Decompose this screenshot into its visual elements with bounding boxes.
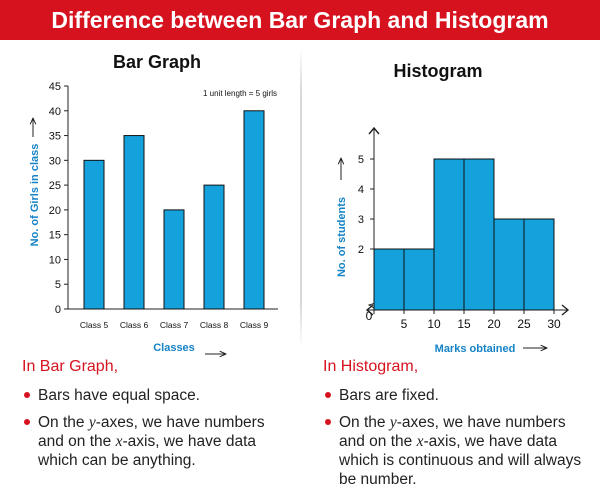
histogram-bar bbox=[433, 158, 465, 311]
bar-graph-bar bbox=[203, 184, 225, 310]
histogram-x-tick-label: 15 bbox=[457, 317, 471, 331]
bar-graph-bar bbox=[123, 135, 145, 310]
bar-graph-summary-list: Bars have equal space. On the y-axes, we… bbox=[22, 386, 284, 478]
histogram-x-tick-label: 25 bbox=[517, 317, 531, 331]
histogram-summary-list: Bars are fixed. On the y-axes, we have n… bbox=[323, 386, 593, 497]
histogram-y-ticks: 2 3 4 5 bbox=[358, 154, 374, 256]
bar-graph-y-tick-label: 5 bbox=[55, 279, 61, 291]
histogram-bar bbox=[463, 158, 495, 311]
histogram-bar bbox=[373, 248, 405, 311]
histogram-y-tick-label: 5 bbox=[358, 154, 364, 166]
page-title: Difference between Bar Graph and Histogr… bbox=[51, 7, 549, 33]
bar-graph-y-tick-label: 45 bbox=[49, 81, 61, 93]
bar-graph-annotation: 1 unit length = 5 girls bbox=[203, 89, 277, 98]
charts-area: Bar Graph 1 unit length = 5 girls 0 5 10 15… bbox=[29, 52, 570, 360]
histogram-x-tick-label: 30 bbox=[547, 317, 561, 331]
bar-graph-x-label: Classes bbox=[153, 342, 195, 354]
histogram-y-axis-arrow bbox=[368, 126, 380, 135]
bar-graph-y-ticks: 0 5 10 15 20 25 30 35 40 45 bbox=[49, 81, 68, 316]
histogram-x-axis-left-arrow bbox=[365, 304, 374, 316]
bar-graph-bar bbox=[243, 110, 265, 310]
histogram-bar bbox=[493, 218, 525, 311]
center-divider bbox=[300, 48, 302, 348]
bar-graph-x-tick-label: Class 6 bbox=[120, 320, 149, 330]
bar-graph-y-label: No. of Girls in class bbox=[29, 144, 41, 247]
histogram-x-axis-right-arrow bbox=[561, 304, 570, 316]
bar-graph-y-tick-label: 20 bbox=[49, 205, 61, 217]
histogram-x-ticks: 0 5 10 15 20 25 30 bbox=[366, 309, 561, 331]
bar-graph-summary-heading: In Bar Graph, bbox=[22, 358, 119, 375]
histogram-bars bbox=[373, 158, 555, 311]
list-item: On the y-axes, we have numbers and on th… bbox=[323, 413, 593, 489]
histogram-y-tick-label: 3 bbox=[358, 214, 364, 226]
bar-graph-bars bbox=[83, 110, 265, 310]
histogram-x-tick-label: 5 bbox=[401, 317, 408, 331]
bar-graph-x-tick-label: Class 8 bbox=[200, 320, 229, 330]
bar-graph-x-tick-label: Class 5 bbox=[80, 320, 109, 330]
list-item: Bars have equal space. bbox=[22, 386, 284, 405]
bar-graph-y-tick-label: 0 bbox=[55, 304, 61, 316]
histogram-x-tick-label: 20 bbox=[487, 317, 501, 331]
histogram-title: Histogram bbox=[393, 61, 482, 81]
histogram-y-tick-label: 2 bbox=[358, 244, 364, 256]
histogram-x-tick-label: 10 bbox=[427, 317, 441, 331]
bar-graph-y-tick-label: 35 bbox=[49, 131, 61, 143]
histogram-y-tick-label: 4 bbox=[358, 184, 364, 196]
bar-graph-y-tick-label: 40 bbox=[49, 106, 61, 118]
bar-graph-x-tick-label: Class 9 bbox=[240, 320, 269, 330]
histogram-bar bbox=[403, 248, 435, 311]
bar-graph: Bar Graph 1 unit length = 5 girls 0 5 10 15… bbox=[29, 52, 278, 354]
histogram-x-label: Marks obtained bbox=[435, 343, 516, 355]
bar-graph-y-tick-label: 15 bbox=[49, 230, 61, 242]
bar-graph-title: Bar Graph bbox=[113, 52, 201, 72]
histogram-y-label: No. of students bbox=[336, 197, 348, 277]
page-title-banner: Difference between Bar Graph and Histogr… bbox=[0, 0, 600, 40]
bar-graph-x-ticks: Class 5 Class 6 Class 7 Class 8 Class 9 bbox=[80, 320, 269, 330]
list-item: Bars are fixed. bbox=[323, 386, 593, 405]
histogram: Histogram 2 3 4 5 0 5 10 15 20 25 30 Marks obtain… bbox=[336, 61, 570, 355]
bar-graph-y-tick-label: 10 bbox=[49, 254, 61, 266]
bar-graph-bar bbox=[163, 209, 185, 310]
histogram-x-tick-label: 0 bbox=[366, 309, 373, 323]
list-item: On the y-axes, we have numbers and on th… bbox=[22, 413, 284, 470]
bar-graph-bar bbox=[83, 159, 105, 310]
histogram-bar bbox=[523, 218, 555, 311]
bar-graph-x-tick-label: Class 7 bbox=[160, 320, 189, 330]
bar-graph-y-tick-label: 25 bbox=[49, 180, 61, 192]
bar-graph-y-tick-label: 30 bbox=[49, 155, 61, 167]
histogram-summary-heading: In Histogram, bbox=[323, 358, 419, 375]
